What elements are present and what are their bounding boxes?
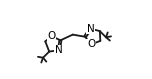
Text: N: N (55, 45, 63, 55)
Text: O: O (87, 39, 95, 49)
Text: N: N (86, 24, 94, 34)
Text: O: O (48, 31, 56, 41)
